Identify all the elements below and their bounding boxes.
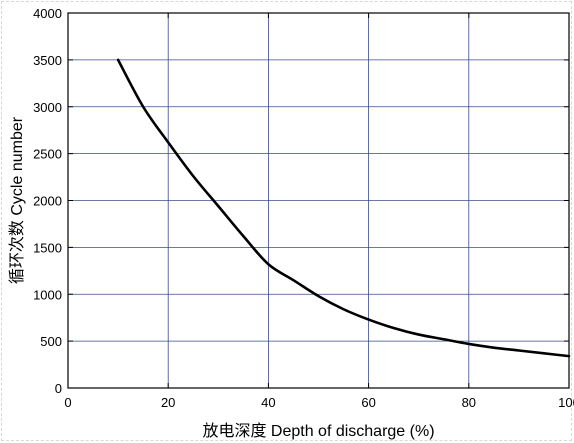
y-tick-labels: 0 500 1000 1500 2000 2500 3000 3500 4000 (33, 6, 62, 396)
y-tick-label: 3500 (33, 53, 62, 68)
x-tick-label: 100 (558, 395, 574, 410)
x-tick-labels: 0 20 40 60 80 100 (64, 395, 574, 410)
x-tick-label: 40 (261, 395, 275, 410)
y-tick-label: 2500 (33, 147, 62, 162)
x-tick-label: 60 (361, 395, 375, 410)
y-tick-label: 0 (55, 381, 62, 396)
axis-ticks (67, 12, 570, 389)
y-tick-label: 2000 (33, 194, 62, 209)
y-tick-label: 1000 (33, 287, 62, 302)
y-tick-label: 1500 (33, 240, 62, 255)
y-tick-label: 4000 (33, 6, 62, 21)
x-tick-label: 0 (64, 395, 71, 410)
y-tick-label: 500 (40, 334, 62, 349)
grid (68, 13, 569, 388)
y-tick-label: 3000 (33, 100, 62, 115)
x-tick-label: 20 (161, 395, 175, 410)
y-axis-title: 循环次数 Cycle number (8, 116, 26, 284)
series-line-cycle-number (116, 58, 571, 358)
x-axis-title: 放电深度 Depth of discharge (%) (202, 422, 434, 440)
x-tick-label: 80 (462, 395, 476, 410)
